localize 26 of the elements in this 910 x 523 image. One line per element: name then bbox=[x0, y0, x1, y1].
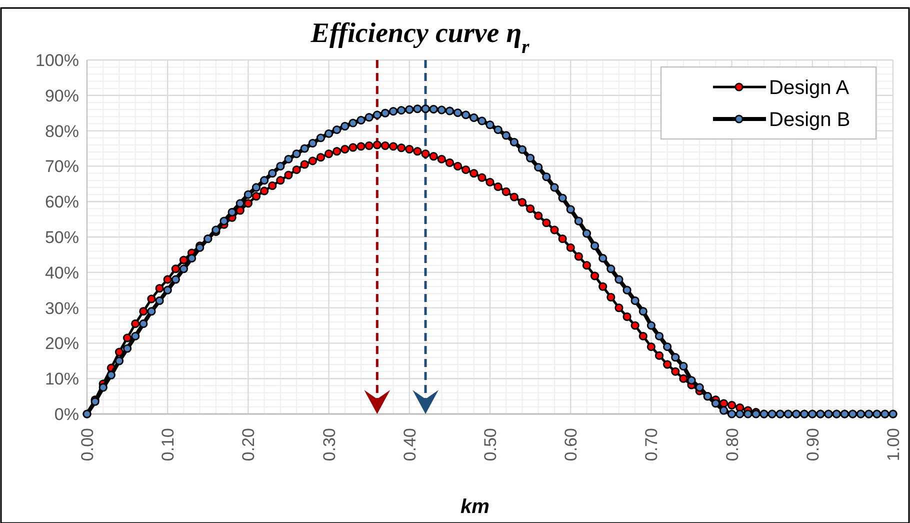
y-tick-label: 80% bbox=[44, 122, 79, 141]
legend-label: Design B bbox=[769, 109, 850, 131]
y-tick-label: 70% bbox=[44, 157, 79, 176]
x-tick-label: 1.00 bbox=[884, 428, 903, 462]
x-tick-label: 0.90 bbox=[803, 428, 822, 462]
y-tick-label: 50% bbox=[44, 228, 79, 247]
x-tick-label: 0.60 bbox=[562, 428, 581, 462]
y-tick-label: 0% bbox=[54, 404, 79, 424]
legend-label: Design A bbox=[769, 77, 850, 99]
x-tick-label: 0.80 bbox=[722, 428, 742, 462]
x-tick-label: 0.40 bbox=[400, 428, 420, 462]
chart-title: Efficiency curve η$_{r}$ bbox=[310, 18, 530, 58]
x-tick-label: 0.10 bbox=[158, 428, 178, 462]
x-tick-label: 0.50 bbox=[480, 428, 500, 462]
x-tick-label: 0.00 bbox=[78, 428, 97, 462]
x-axis-title: km bbox=[460, 496, 490, 518]
y-tick-label: 20% bbox=[44, 334, 79, 354]
y-tick-label: 10% bbox=[44, 370, 79, 389]
y-tick-label: 40% bbox=[44, 263, 79, 282]
x-tick-label: 0.30 bbox=[320, 428, 339, 462]
y-tick-label: 60% bbox=[44, 192, 79, 212]
x-tick-label: 0.20 bbox=[239, 428, 258, 462]
y-tick-label: 90% bbox=[44, 86, 79, 106]
y-tick-label: 30% bbox=[44, 298, 79, 318]
y-tick-label: 100% bbox=[36, 50, 79, 70]
x-tick-label: 0.70 bbox=[642, 428, 662, 462]
